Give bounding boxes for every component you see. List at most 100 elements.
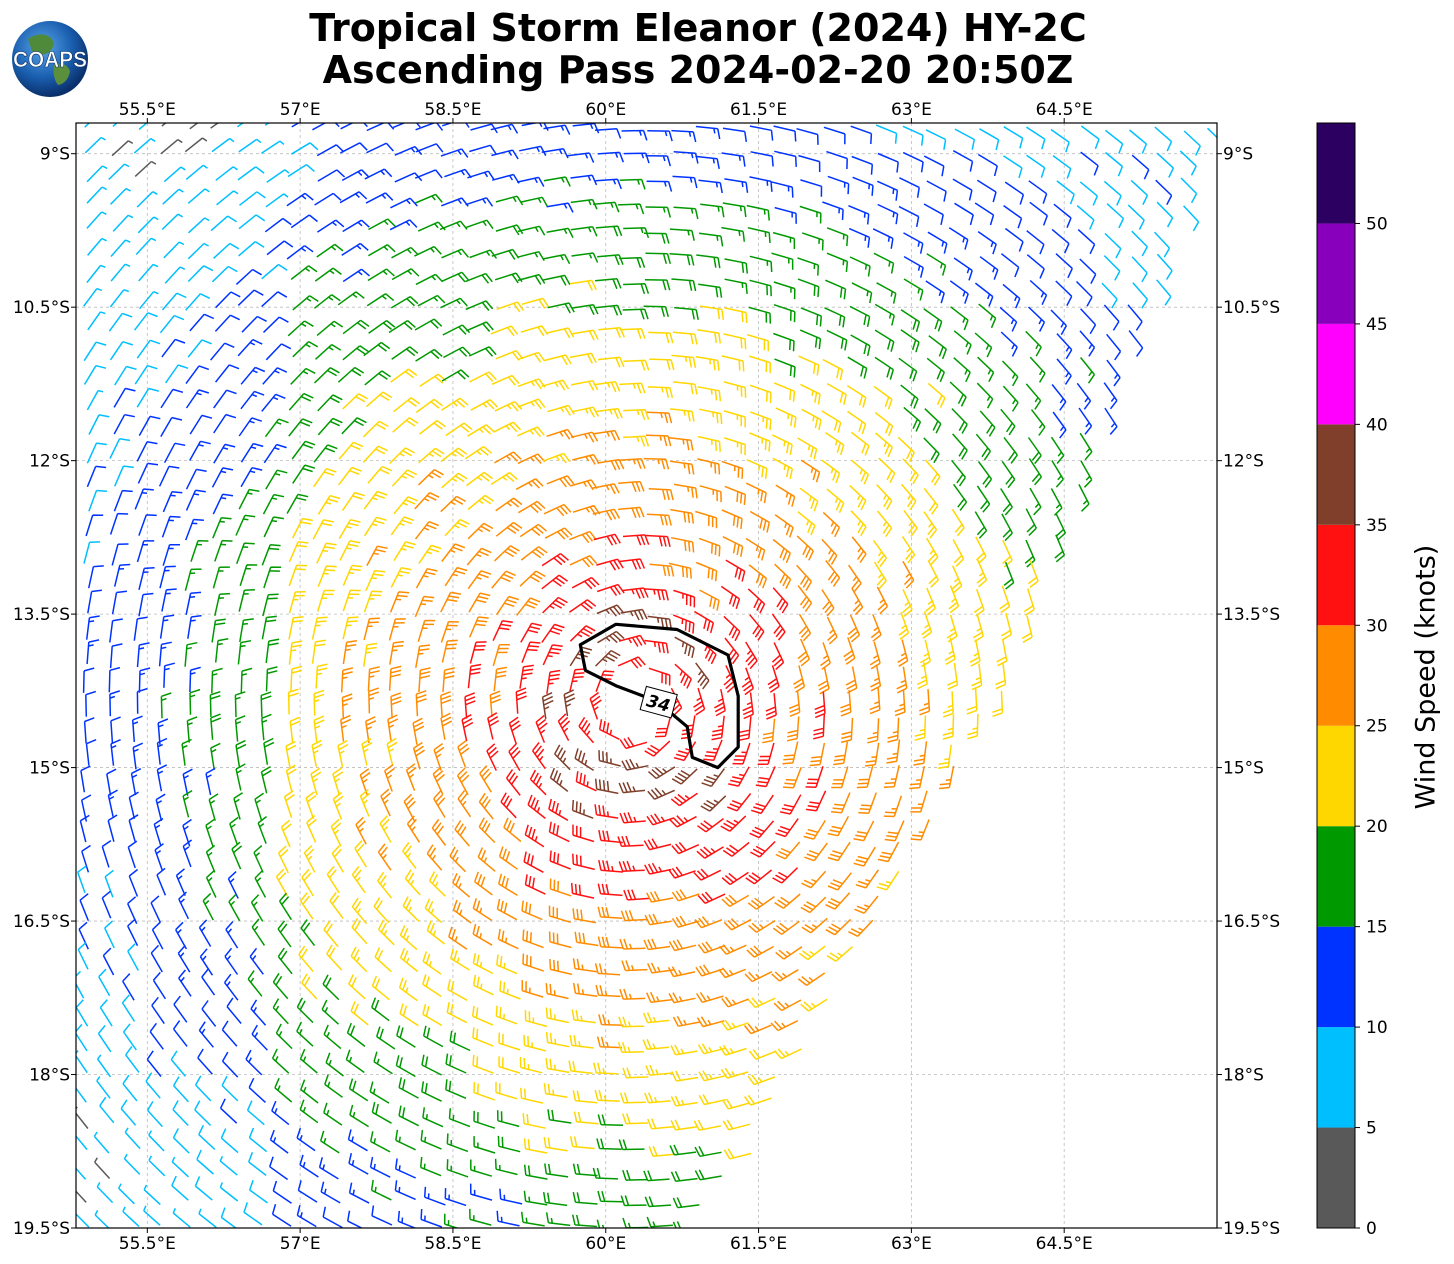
wind-barb <box>1131 230 1148 257</box>
wind-barb <box>137 216 159 234</box>
wind-barb <box>465 272 493 284</box>
y-tick-label-left: 12°S <box>29 452 70 472</box>
wind-barb <box>796 564 813 591</box>
wind-barb <box>189 440 211 461</box>
wind-barb <box>240 390 265 410</box>
wind-barb <box>422 951 442 975</box>
wind-barb <box>520 1211 545 1227</box>
wind-barb <box>477 847 496 872</box>
wind-barb <box>774 150 797 167</box>
wind-barb <box>827 841 851 862</box>
wind-barb <box>672 1221 682 1228</box>
wind-barb <box>316 144 345 157</box>
wind-barb <box>454 820 470 847</box>
y-tick-label-left: 13.5°S <box>13 605 70 625</box>
wind-barb <box>390 295 419 309</box>
wind-barb <box>227 871 239 899</box>
wind-barb <box>286 245 314 260</box>
wind-barb <box>185 293 211 311</box>
wind-barb <box>1026 154 1046 178</box>
colorbar-label: Wind Speed (knots) <box>1410 544 1442 810</box>
wind-barb <box>517 176 545 187</box>
colorbar-tick-label: 30 <box>1366 616 1388 636</box>
wind-barb <box>647 787 676 800</box>
wind-barb <box>448 926 468 950</box>
wind-barb <box>672 331 698 345</box>
wind-barb <box>693 1119 721 1131</box>
wind-barb <box>950 306 969 331</box>
wind-barb <box>923 308 943 332</box>
wind-barb <box>773 281 796 300</box>
wind-barb <box>371 1205 393 1226</box>
wind-barb <box>800 179 823 197</box>
wind-barb <box>854 895 879 914</box>
wind-barb <box>774 893 801 909</box>
wind-barb <box>263 516 285 538</box>
wind-barb <box>667 966 696 978</box>
wind-barb <box>773 999 802 1012</box>
wind-barb <box>290 142 319 155</box>
wind-barb <box>286 493 309 514</box>
wind-barb <box>79 893 89 921</box>
wind-barb <box>869 687 881 715</box>
wind-barb <box>644 740 671 757</box>
wind-barb <box>76 1128 88 1151</box>
wind-barb <box>248 1077 267 1103</box>
wind-barb <box>724 278 748 294</box>
wind-barb <box>348 1182 370 1204</box>
wind-barb <box>569 1136 595 1150</box>
wind-barb <box>496 1110 520 1128</box>
wind-barb <box>445 1079 467 1099</box>
wind-barb <box>925 129 947 150</box>
wind-barb <box>361 738 373 766</box>
wind-barb <box>877 203 899 225</box>
wind-barb <box>952 433 968 460</box>
wind-barb <box>441 369 470 382</box>
wind-barb <box>722 841 750 857</box>
wind-barb <box>595 278 622 290</box>
wind-barb <box>497 928 519 950</box>
wind-barb <box>594 778 619 795</box>
wind-barb <box>646 180 673 192</box>
wind-barb <box>975 536 987 565</box>
wind-barb <box>851 536 867 564</box>
colorbar-tick-label: 40 <box>1366 415 1388 435</box>
wind-barb <box>595 225 623 237</box>
wind-barb <box>720 815 747 832</box>
wind-barb <box>198 919 212 947</box>
wind-barb <box>266 169 290 183</box>
wind-barb <box>597 630 625 644</box>
wind-barb <box>163 662 175 688</box>
wind-barb <box>529 769 547 796</box>
wind-barb <box>779 794 802 815</box>
wind-barb <box>112 123 118 127</box>
wind-barb <box>138 263 159 282</box>
wind-barb <box>83 341 107 362</box>
wind-barb <box>1004 227 1024 252</box>
wind-barb <box>433 742 445 771</box>
wind-barb <box>422 1025 444 1048</box>
wind-barb <box>747 1074 776 1086</box>
wind-barb <box>671 915 700 928</box>
wind-barb <box>747 588 766 614</box>
wind-barb <box>1127 204 1145 230</box>
wind-barb <box>597 151 625 163</box>
wind-barb <box>521 900 543 921</box>
wind-barb <box>644 913 672 926</box>
wind-barb <box>901 536 916 564</box>
wind-barb <box>265 343 292 361</box>
wind-barb <box>473 1110 496 1129</box>
wind-barb <box>1029 279 1048 306</box>
wind-barb <box>351 918 368 945</box>
wind-barb <box>365 716 377 744</box>
wind-barb <box>132 742 144 770</box>
wind-barb <box>184 568 202 591</box>
wind-barb <box>1003 204 1023 229</box>
wind-barb <box>546 428 575 440</box>
wind-barb <box>738 716 752 742</box>
wind-barb <box>898 205 920 228</box>
wind-barb <box>721 226 746 242</box>
x-tick-label-bottom: 58.5°E <box>424 1234 481 1254</box>
wind-barb <box>160 692 172 719</box>
wind-barb <box>297 1180 318 1203</box>
